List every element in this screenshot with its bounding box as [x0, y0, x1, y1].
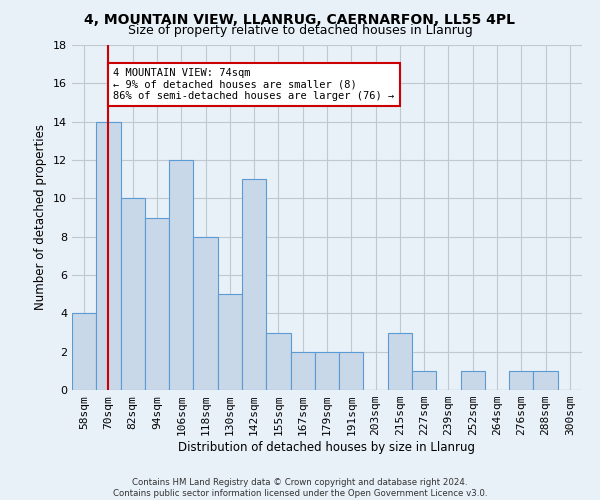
Bar [193, 236, 218, 390]
Bar [533, 371, 558, 390]
Bar [509, 371, 533, 390]
X-axis label: Distribution of detached houses by size in Llanrug: Distribution of detached houses by size … [179, 441, 476, 454]
Bar [242, 179, 266, 390]
Text: 4, MOUNTAIN VIEW, LLANRUG, CAERNARFON, LL55 4PL: 4, MOUNTAIN VIEW, LLANRUG, CAERNARFON, L… [85, 12, 515, 26]
Bar [121, 198, 145, 390]
Bar [145, 218, 169, 390]
Bar [169, 160, 193, 390]
Bar [315, 352, 339, 390]
Bar [461, 371, 485, 390]
Bar [96, 122, 121, 390]
Bar [290, 352, 315, 390]
Bar [412, 371, 436, 390]
Text: Size of property relative to detached houses in Llanrug: Size of property relative to detached ho… [128, 24, 472, 37]
Bar [339, 352, 364, 390]
Bar [72, 314, 96, 390]
Y-axis label: Number of detached properties: Number of detached properties [34, 124, 47, 310]
Text: Contains HM Land Registry data © Crown copyright and database right 2024.
Contai: Contains HM Land Registry data © Crown c… [113, 478, 487, 498]
Bar [218, 294, 242, 390]
Bar [388, 332, 412, 390]
Text: 4 MOUNTAIN VIEW: 74sqm
← 9% of detached houses are smaller (8)
86% of semi-detac: 4 MOUNTAIN VIEW: 74sqm ← 9% of detached … [113, 68, 395, 101]
Bar [266, 332, 290, 390]
